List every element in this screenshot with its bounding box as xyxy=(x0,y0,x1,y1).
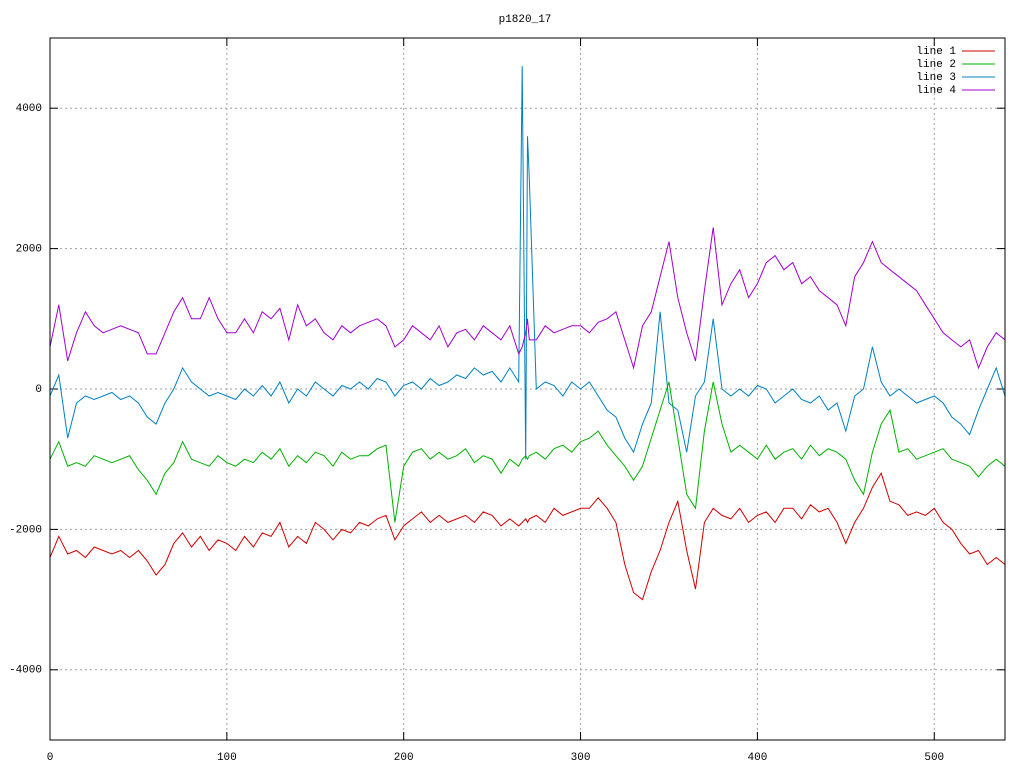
x-tick-label: 300 xyxy=(571,752,591,764)
y-tick-label: -4000 xyxy=(9,665,42,677)
legend-label: line 2 xyxy=(916,59,956,71)
x-tick-label: 500 xyxy=(924,752,944,764)
plot-border xyxy=(49,37,1006,741)
series-line xyxy=(49,227,1006,370)
x-tick-label: 200 xyxy=(394,752,414,764)
x-tick-label: 100 xyxy=(217,752,237,764)
series-line xyxy=(49,66,1006,460)
series-line xyxy=(49,381,1006,523)
y-tick-label: -2000 xyxy=(9,524,42,536)
y-tick-label: 4000 xyxy=(16,103,42,115)
chart-title: p1820_17 xyxy=(499,14,552,26)
x-tick-label: 400 xyxy=(748,752,768,764)
x-tick-label: 0 xyxy=(47,752,54,764)
legend-label: line 4 xyxy=(916,85,956,97)
legend-label: line 1 xyxy=(916,46,956,58)
legend-label: line 3 xyxy=(916,72,956,84)
y-tick-label: 0 xyxy=(35,384,42,396)
series-line xyxy=(49,472,1006,601)
y-tick-label: 2000 xyxy=(16,244,42,256)
